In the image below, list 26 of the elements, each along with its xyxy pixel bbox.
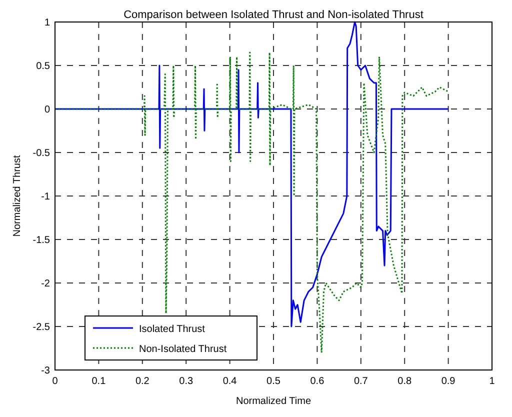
- x-axis-title: Normalized Time: [236, 396, 312, 407]
- x-tick-label: 0.3: [179, 376, 194, 387]
- chart-title: Comparison between Isolated Thrust and Non-isolated Thrust: [124, 9, 424, 21]
- x-tick-label: 0.5: [266, 376, 281, 387]
- x-tick-label: 0: [52, 376, 58, 387]
- y-tick-label: -3: [41, 366, 50, 376]
- y-tick-label: 1: [44, 18, 50, 28]
- x-tick-label: 0.7: [354, 376, 368, 387]
- y-axis-title: Normalized Thrust: [12, 155, 23, 237]
- y-tick-label: -0.5: [32, 148, 50, 159]
- y-tick-label: 0.5: [36, 61, 50, 72]
- line-series: [54, 52, 450, 354]
- y-tick-label: -1.5: [32, 235, 50, 246]
- legend-label: Isolated Thrust: [139, 324, 206, 335]
- x-tick-label: 0.8: [398, 376, 412, 387]
- x-tick-label: 0.4: [222, 376, 238, 387]
- x-tick-label: 0.1: [92, 376, 106, 387]
- y-tick-label: -2.5: [32, 322, 50, 333]
- y-tick-label: -2: [41, 278, 50, 290]
- x-tick-label: 0.9: [441, 376, 456, 387]
- y-tick-label: 0: [44, 104, 50, 116]
- legend-label: Non-Isolated Thrust: [139, 344, 227, 355]
- x-tick-label: 0.2: [135, 376, 150, 387]
- y-tick-label: -1: [41, 192, 50, 202]
- x-tick-label: 1: [489, 376, 496, 387]
- x-tick-label: 0.6: [310, 376, 325, 387]
